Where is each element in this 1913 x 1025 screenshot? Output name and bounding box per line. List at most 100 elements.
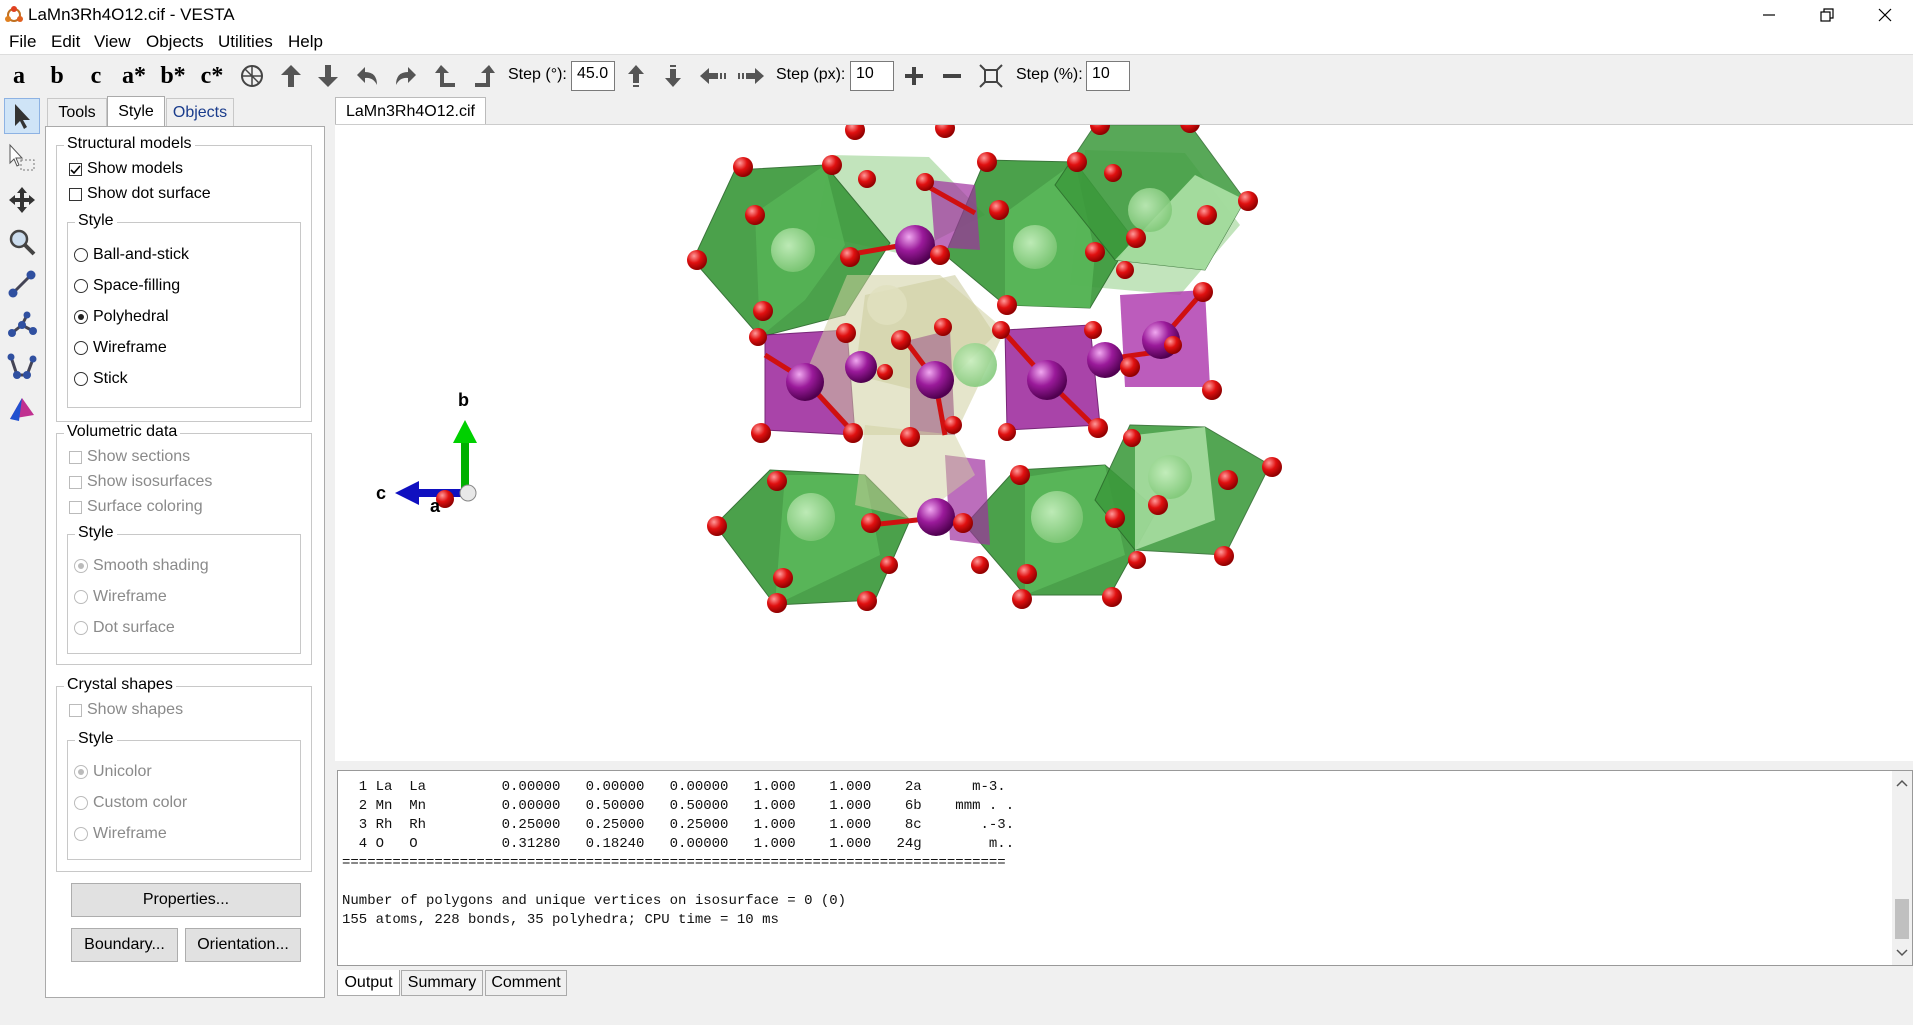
dot-surface-radio[interactable]: Dot surface <box>74 619 175 637</box>
select-tool[interactable] <box>4 98 40 134</box>
fit-to-screen-button[interactable] <box>976 59 1006 93</box>
show-dot-surface-check[interactable] <box>69 187 82 201</box>
radio-crystal-wireframe[interactable] <box>74 827 88 841</box>
radio-dot-surface[interactable] <box>74 621 88 635</box>
show-sections-check[interactable] <box>69 450 82 464</box>
menu-help[interactable]: Help <box>288 32 323 51</box>
boundary-button[interactable]: Boundary... <box>71 928 178 962</box>
custom-color-radio[interactable]: Custom color <box>74 794 187 812</box>
rotate-down-button[interactable] <box>314 59 342 93</box>
crystal-wireframe-radio[interactable]: Wireframe <box>74 825 167 843</box>
tab-tools[interactable]: Tools <box>47 98 107 126</box>
menu-file[interactable]: File <box>9 32 37 51</box>
lattice-plane-tool[interactable] <box>4 392 40 428</box>
radio-space-filling[interactable] <box>74 279 88 293</box>
step-percent-input[interactable]: 10 <box>1086 61 1130 91</box>
tab-objects[interactable]: Objects <box>166 98 234 126</box>
document-tab[interactable]: LaMn3Rh4O12.cif <box>335 97 486 126</box>
show-isosurfaces-check[interactable] <box>69 475 82 489</box>
title-bar: LaMn3Rh4O12.cif - VESTA <box>0 0 1913 30</box>
curved-arrow-right-icon <box>396 67 416 85</box>
menu-view[interactable]: View <box>94 32 131 51</box>
menu-objects[interactable]: Objects <box>146 32 204 51</box>
translate-down-button[interactable] <box>659 59 687 93</box>
rotate-left-button[interactable] <box>352 59 382 93</box>
output-scrollbar[interactable] <box>1892 771 1912 965</box>
angle-tool[interactable] <box>4 308 40 344</box>
select-region-tool[interactable] <box>4 140 40 176</box>
show-models-checkbox[interactable]: Show models <box>69 160 183 178</box>
radio-unicolor[interactable] <box>74 765 88 779</box>
view-along-a-button[interactable]: a <box>13 62 25 89</box>
rotate-up-button[interactable] <box>277 59 305 93</box>
translate-up-button[interactable] <box>622 59 650 93</box>
surface-coloring-label: Surface coloring <box>87 498 203 515</box>
style-polyhedral-radio[interactable]: Polyhedral <box>74 308 169 326</box>
radio-smooth-shading[interactable] <box>74 559 88 573</box>
view-along-c-star-button[interactable]: c* <box>200 62 224 89</box>
stick-label: Stick <box>93 370 128 387</box>
radio-ball-and-stick[interactable] <box>74 248 88 262</box>
smooth-shading-radio[interactable]: Smooth shading <box>74 557 209 575</box>
minimize-button[interactable] <box>1740 0 1798 30</box>
translate-left-button[interactable] <box>697 59 729 93</box>
scroll-thumb[interactable] <box>1895 899 1909 939</box>
zoom-tool[interactable] <box>4 224 40 260</box>
unicolor-radio[interactable]: Unicolor <box>74 763 152 781</box>
style-space-filling-radio[interactable]: Space-filling <box>74 277 180 295</box>
menu-edit[interactable]: Edit <box>51 32 81 51</box>
structure-viewer[interactable]: b c a <box>335 124 1913 761</box>
step-px-input[interactable]: 10 <box>850 61 894 91</box>
radio-vol-wireframe[interactable] <box>74 590 88 604</box>
show-shapes-checkbox[interactable]: Show shapes <box>69 701 183 719</box>
vol-wireframe-radio[interactable]: Wireframe <box>74 588 167 606</box>
properties-button[interactable]: Properties... <box>71 883 301 917</box>
show-shapes-check[interactable] <box>69 703 82 717</box>
view-along-b-star-button[interactable]: b* <box>160 62 186 89</box>
rotate-cw-button[interactable] <box>469 59 499 93</box>
view-along-a-star-button[interactable]: a* <box>122 62 146 89</box>
arrow-left-icon <box>700 68 726 84</box>
scroll-up-icon[interactable] <box>1896 779 1908 787</box>
style-wireframe-radio[interactable]: Wireframe <box>74 339 167 357</box>
step-degree-input[interactable]: 45.0 <box>571 61 615 91</box>
orientation-button[interactable]: Orientation... <box>185 928 301 962</box>
radio-polyhedral[interactable] <box>74 310 88 324</box>
show-isosurfaces-label: Show isosurfaces <box>87 473 213 490</box>
rotate-right-button[interactable] <box>391 59 421 93</box>
standard-orientation-button[interactable] <box>237 59 267 93</box>
zoom-in-button[interactable] <box>899 59 929 93</box>
tab-summary[interactable]: Summary <box>401 970 483 996</box>
show-sections-checkbox[interactable]: Show sections <box>69 448 190 466</box>
tab-comment[interactable]: Comment <box>485 970 567 996</box>
view-along-c-button[interactable]: c <box>90 62 102 89</box>
surface-coloring-checkbox[interactable]: Surface coloring <box>69 498 203 516</box>
tab-style[interactable]: Style <box>107 96 165 126</box>
checkmark-icon <box>70 164 81 174</box>
scroll-down-icon[interactable] <box>1896 949 1908 957</box>
crystal-structure-rendering[interactable]: b c a <box>335 125 1913 761</box>
show-models-check[interactable] <box>69 162 82 176</box>
surface-coloring-check[interactable] <box>69 500 82 514</box>
view-along-b-button[interactable]: b <box>50 62 64 89</box>
translate-tool[interactable] <box>4 182 40 218</box>
step-percent-label: Step (%): <box>1016 66 1083 83</box>
translate-right-button[interactable] <box>735 59 767 93</box>
close-button[interactable] <box>1856 0 1913 30</box>
radio-custom-color[interactable] <box>74 796 88 810</box>
radio-stick[interactable] <box>74 372 88 386</box>
output-console[interactable]: 1 La La 0.00000 0.00000 0.00000 1.000 1.… <box>337 770 1913 966</box>
dihedral-tool[interactable] <box>4 350 40 386</box>
distance-tool[interactable] <box>4 266 40 302</box>
radio-wireframe[interactable] <box>74 341 88 355</box>
style-ball-and-stick-radio[interactable]: Ball-and-stick <box>74 246 189 264</box>
show-dot-surface-checkbox[interactable]: Show dot surface <box>69 185 211 203</box>
tab-output[interactable]: Output <box>337 970 400 996</box>
style-stick-radio[interactable]: Stick <box>74 370 128 388</box>
volumetric-style-group: Style Smooth shading Wireframe Dot surfa… <box>67 524 301 654</box>
restore-button[interactable] <box>1798 0 1856 30</box>
menu-utilities[interactable]: Utilities <box>218 32 273 51</box>
rotate-ccw-button[interactable] <box>431 59 461 93</box>
zoom-out-button[interactable] <box>937 59 967 93</box>
show-isosurfaces-checkbox[interactable]: Show isosurfaces <box>69 473 212 491</box>
